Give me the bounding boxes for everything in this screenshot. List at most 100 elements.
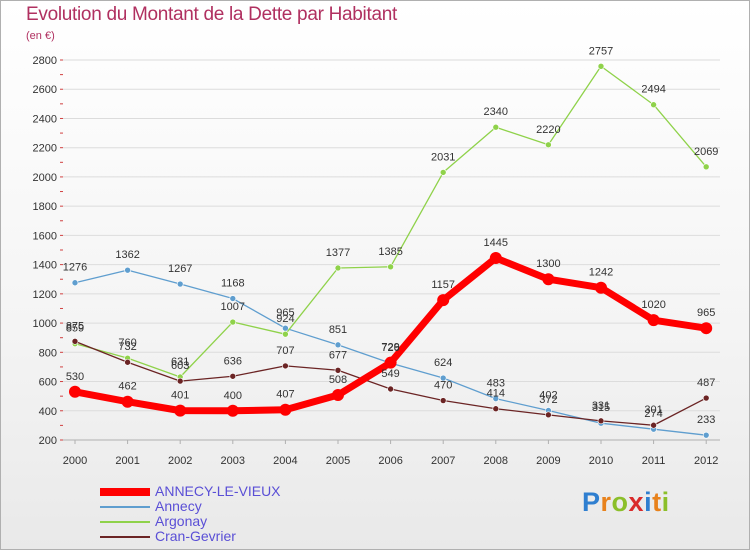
x-tick-label: 2009 — [536, 455, 560, 467]
axes: 200 400 600 800 1000 1200 1400 1600 1800 2000 2200… — [33, 55, 720, 467]
legend-swatch — [100, 506, 150, 508]
data-label: 407 — [276, 389, 294, 401]
data-label: 1362 — [115, 249, 139, 261]
legend-label: Argonay — [155, 513, 208, 529]
brand-letter: P — [582, 487, 601, 517]
data-label: 402 — [539, 389, 557, 401]
data-point — [226, 404, 239, 417]
data-point — [439, 374, 447, 382]
data-label: 707 — [276, 345, 294, 357]
data-label: 2220 — [536, 124, 560, 136]
x-tick-label: 2004 — [273, 455, 297, 467]
data-point — [282, 324, 289, 332]
data-label: 631 — [171, 356, 189, 368]
data-label: 401 — [171, 390, 189, 402]
data-label: 1020 — [641, 299, 665, 311]
x-tick-label: 2003 — [221, 455, 245, 467]
data-label: 315 — [592, 402, 610, 414]
series-line-2 — [74, 65, 707, 378]
data-point — [124, 358, 131, 366]
data-label: 1377 — [326, 247, 350, 259]
x-tick-label: 2008 — [484, 455, 508, 467]
y-tick-label: 2600 — [33, 84, 57, 96]
data-label: 470 — [434, 380, 452, 392]
data-point — [124, 266, 131, 274]
chart-title: Evolution du Montant de la Dette par Hab… — [26, 4, 397, 25]
series-lines — [69, 62, 713, 439]
data-label: 1445 — [484, 237, 508, 249]
data-point — [545, 141, 552, 149]
line-chart: 200 400 600 800 1000 1200 1400 1600 1800 2000 2200… — [33, 45, 720, 467]
y-tick-label: 2200 — [33, 143, 57, 155]
data-point — [279, 403, 292, 416]
data-point — [384, 356, 397, 369]
data-point — [650, 101, 657, 109]
data-point — [174, 404, 187, 417]
data-point — [332, 388, 344, 401]
data-label: 636 — [224, 355, 242, 367]
data-point — [71, 279, 79, 287]
data-point — [595, 281, 607, 294]
x-tick-label: 2005 — [326, 455, 350, 467]
data-label: 508 — [329, 374, 347, 386]
data-label: 1267 — [168, 263, 192, 275]
data-point — [437, 294, 450, 307]
data-point — [229, 295, 237, 302]
data-point — [545, 411, 552, 419]
data-point — [282, 362, 289, 370]
data-label: 462 — [118, 381, 136, 393]
data-label: 372 — [539, 394, 557, 406]
data-point — [542, 273, 555, 286]
data-label: 677 — [329, 349, 347, 361]
data-label: 965 — [697, 307, 715, 319]
data-label: 1242 — [589, 267, 613, 279]
y-tick-label: 200 — [39, 435, 57, 447]
brand-letter: o — [611, 487, 629, 517]
y-tick-label: 2000 — [33, 172, 57, 184]
brand-letter: i — [644, 487, 653, 517]
data-label: 487 — [697, 377, 715, 389]
brand-logo: Proxiti — [582, 487, 670, 518]
data-label: 400 — [224, 390, 242, 402]
data-label: 331 — [592, 400, 610, 412]
data-label: 1300 — [536, 258, 560, 270]
data-label: 2069 — [694, 146, 718, 158]
data-label: 549 — [381, 368, 399, 380]
data-point — [387, 263, 394, 271]
data-point — [439, 397, 447, 404]
data-label: 726 — [381, 342, 399, 354]
x-tick-label: 2000 — [63, 455, 87, 467]
data-point — [597, 417, 605, 425]
x-tick-label: 2011 — [642, 455, 666, 467]
brand-letter: x — [628, 487, 645, 517]
data-label: 729 — [381, 342, 399, 354]
data-label: 1385 — [378, 246, 402, 258]
data-point — [387, 385, 394, 393]
data-label: 2031 — [431, 151, 455, 163]
data-point — [700, 322, 713, 335]
brand-letter: r — [600, 487, 612, 517]
data-point — [229, 372, 237, 380]
data-point — [334, 264, 342, 272]
data-label: 851 — [329, 324, 347, 336]
y-tick-label: 1000 — [33, 318, 57, 330]
x-tick-label: 2002 — [168, 455, 192, 467]
data-label: 2494 — [641, 84, 665, 96]
data-point — [702, 394, 710, 402]
data-label: 2340 — [484, 106, 508, 118]
data-label: 483 — [487, 378, 505, 390]
x-tick-label: 2006 — [378, 455, 402, 467]
data-point — [229, 318, 237, 326]
data-point — [71, 338, 79, 345]
y-tick-label: 2400 — [33, 113, 57, 125]
data-label: 603 — [171, 360, 189, 372]
data-label: 1007 — [221, 301, 245, 313]
brand-letter: i — [661, 487, 670, 517]
data-point — [702, 163, 710, 171]
data-point — [334, 341, 342, 349]
y-tick-label: 1800 — [33, 201, 57, 213]
legend-label: Cran-Gevrier — [155, 528, 236, 544]
data-label: 624 — [434, 357, 452, 369]
data-point — [121, 395, 134, 408]
